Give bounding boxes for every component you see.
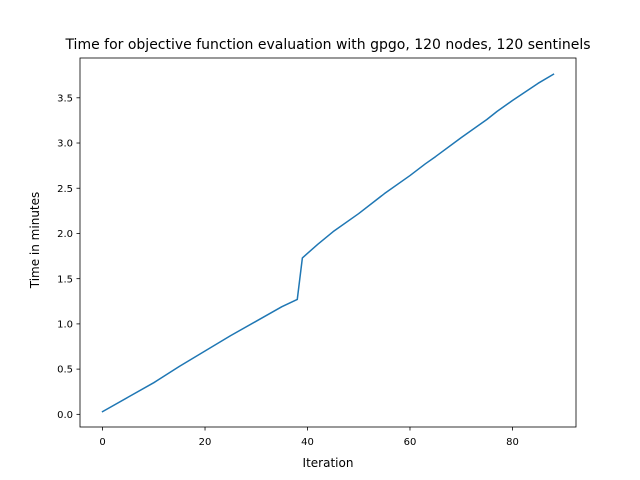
x-axis-label: Iteration — [303, 456, 354, 470]
x-tick-label: 20 — [199, 437, 212, 448]
y-axis-label: Time in minutes — [28, 192, 42, 290]
y-tick-label: 3.0 — [57, 139, 73, 150]
x-tick-label: 80 — [506, 437, 519, 448]
y-tick-label: 1.0 — [57, 319, 73, 330]
y-tick-label: 0.5 — [57, 365, 73, 376]
x-tick-label: 40 — [301, 437, 314, 448]
y-tick-label: 0.0 — [57, 410, 73, 421]
y-tick-label: 2.5 — [57, 184, 73, 195]
y-tick-label: 1.5 — [57, 274, 73, 285]
series-line-0 — [101, 73, 555, 413]
x-tick-label: 60 — [404, 437, 417, 448]
y-tick-label: 3.5 — [57, 93, 73, 104]
axes-frame — [79, 57, 577, 428]
plot-layer: 0 20 40 60 80 0.0 0.5 1.0 1.5 2.0 2.5 3.0 3.5 — [57, 57, 577, 448]
x-tick-label: 0 — [99, 437, 105, 448]
chart-title: Time for objective function evaluation w… — [64, 37, 590, 53]
y-tick-label: 2.0 — [57, 229, 73, 240]
